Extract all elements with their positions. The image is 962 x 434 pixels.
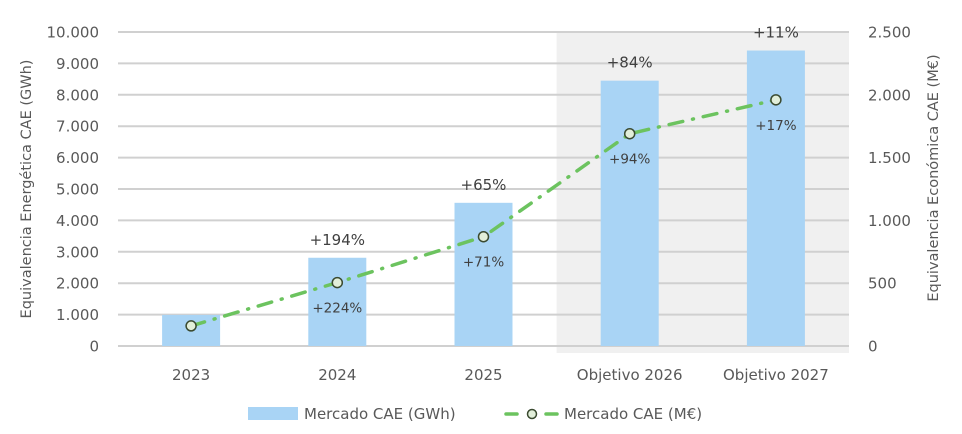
left-axis-ticks: 0 1.000 2.000 3.000 4.000 5.000 6.000 7.000 8.00… (47, 24, 100, 356)
legend-label-line: Mercado CAE (M€) (564, 405, 702, 423)
right-tick-label: 1.500 (868, 149, 911, 167)
line-marker (185, 320, 197, 332)
target-years-background (556, 32, 849, 353)
left-tick-label: 5.000 (56, 181, 99, 199)
category-label: 2024 (318, 366, 356, 384)
legend: Mercado CAE (GWh) Mercado CAE (M€) (248, 405, 702, 423)
left-tick-label: 8.000 (56, 86, 99, 104)
right-tick-label: 1.000 (868, 212, 911, 230)
left-tick-label: 1.000 (56, 306, 99, 324)
bar-data-label: +11% (753, 24, 799, 42)
category-label: Objetivo 2027 (723, 366, 829, 384)
line-data-label: +224% (312, 301, 362, 317)
line-marker (623, 127, 636, 140)
line-marker (331, 276, 344, 289)
line-data-label: +17% (755, 118, 796, 134)
left-tick-label: 2.000 (56, 275, 99, 293)
right-tick-label: 2.500 (868, 24, 911, 42)
left-tick-label: 4.000 (56, 212, 99, 230)
bar (454, 202, 513, 346)
left-axis-title: Equivalencia Energética CAE (GWh) (19, 60, 35, 319)
right-axis-title: Equivalencia Económica CAE (M€) (926, 54, 942, 301)
left-tick-label: 7.000 (56, 118, 99, 136)
bar (600, 80, 659, 347)
line-marker (770, 94, 782, 106)
category-label: 2025 (464, 366, 502, 384)
right-axis-ticks: 0 500 1.000 1.500 2.000 2.500 (868, 24, 911, 356)
legend-label-bars: Mercado CAE (GWh) (304, 405, 456, 423)
data-labels: +194% +65% +84% +11% +224% +71% +94% +17% (310, 24, 799, 317)
right-tick-label: 2.000 (868, 86, 911, 104)
line-data-label: +94% (609, 152, 650, 168)
bar-data-label: +84% (607, 54, 653, 72)
legend-marker (526, 408, 538, 420)
line-series (185, 94, 782, 332)
left-tick-label: 3.000 (56, 243, 99, 261)
right-tick-label: 0 (868, 338, 878, 356)
bar-data-label: +65% (461, 176, 507, 194)
left-tick-label: 10.000 (47, 24, 100, 42)
line-marker (477, 230, 490, 243)
right-tick-label: 500 (868, 275, 897, 293)
left-tick-label: 9.000 (56, 55, 99, 73)
category-axis-ticks: 2023 2024 2025 Objetivo 2026 Objetivo 2027 (172, 366, 829, 384)
category-label: Objetivo 2026 (577, 366, 683, 384)
legend-swatch-bars (248, 407, 298, 420)
line-data-label: +71% (463, 255, 504, 271)
bar (308, 257, 367, 346)
category-label: 2023 (172, 366, 210, 384)
left-tick-label: 6.000 (56, 149, 99, 167)
bar-data-label: +194% (310, 231, 365, 249)
left-tick-label: 0 (89, 338, 99, 356)
